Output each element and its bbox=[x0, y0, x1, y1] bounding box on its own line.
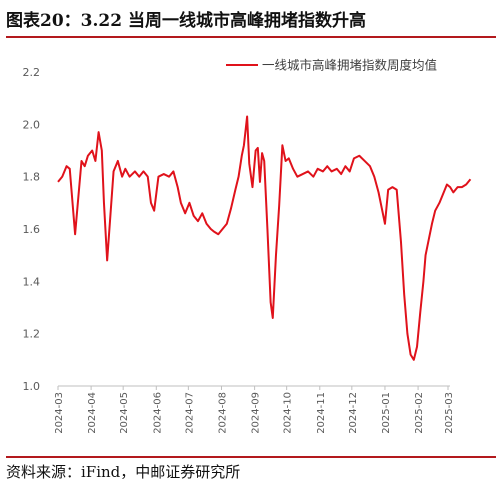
figure-title: 图表20：3.22 当周一线城市高峰拥堵指数升高 bbox=[6, 6, 496, 38]
y-tick-label: 1.0 bbox=[23, 380, 41, 393]
x-tick-label: 2024-10 bbox=[283, 392, 294, 434]
x-tick-label: 2025-02 bbox=[414, 392, 425, 434]
y-tick-label: 1.2 bbox=[23, 328, 41, 341]
legend-label: 一线城市高峰拥堵指数周度均值 bbox=[262, 58, 437, 73]
source-note: 资料来源：iFind，中邮证券研究所 bbox=[6, 456, 496, 484]
line-chart: 2.2 2.0 1.8 1.6 1.4 1.2 1.0 2024-03 2024-04 2024-… bbox=[23, 58, 472, 434]
chart-legend: 一线城市高峰拥堵指数周度均值 bbox=[226, 58, 437, 73]
x-tick-label: 2024-07 bbox=[184, 392, 195, 434]
series-line bbox=[57, 115, 472, 361]
chart-axes: 2.2 2.0 1.8 1.6 1.4 1.2 1.0 2024-03 2024-04 2024-… bbox=[23, 66, 456, 434]
x-tick-label: 2024-12 bbox=[348, 392, 359, 434]
x-tick-label: 2025-03 bbox=[444, 392, 455, 434]
x-tick-label: 2024-11 bbox=[316, 392, 327, 434]
x-tick-label: 2024-09 bbox=[251, 392, 262, 434]
x-tick-label: 2024-03 bbox=[54, 392, 65, 434]
y-tick-label: 1.8 bbox=[23, 171, 41, 184]
y-tick-label: 1.6 bbox=[23, 223, 41, 236]
y-tick-label: 2.2 bbox=[23, 66, 41, 79]
y-tick-label: 2.0 bbox=[23, 118, 41, 131]
x-tick-label: 2024-04 bbox=[87, 392, 98, 434]
chart-series bbox=[57, 115, 472, 361]
x-tick-label: 2024-08 bbox=[217, 392, 228, 434]
x-tick-label: 2024-05 bbox=[119, 392, 130, 434]
x-tick-label: 2025-01 bbox=[381, 392, 392, 434]
x-tick-label: 2024-06 bbox=[152, 392, 163, 434]
y-tick-label: 1.4 bbox=[23, 275, 41, 288]
